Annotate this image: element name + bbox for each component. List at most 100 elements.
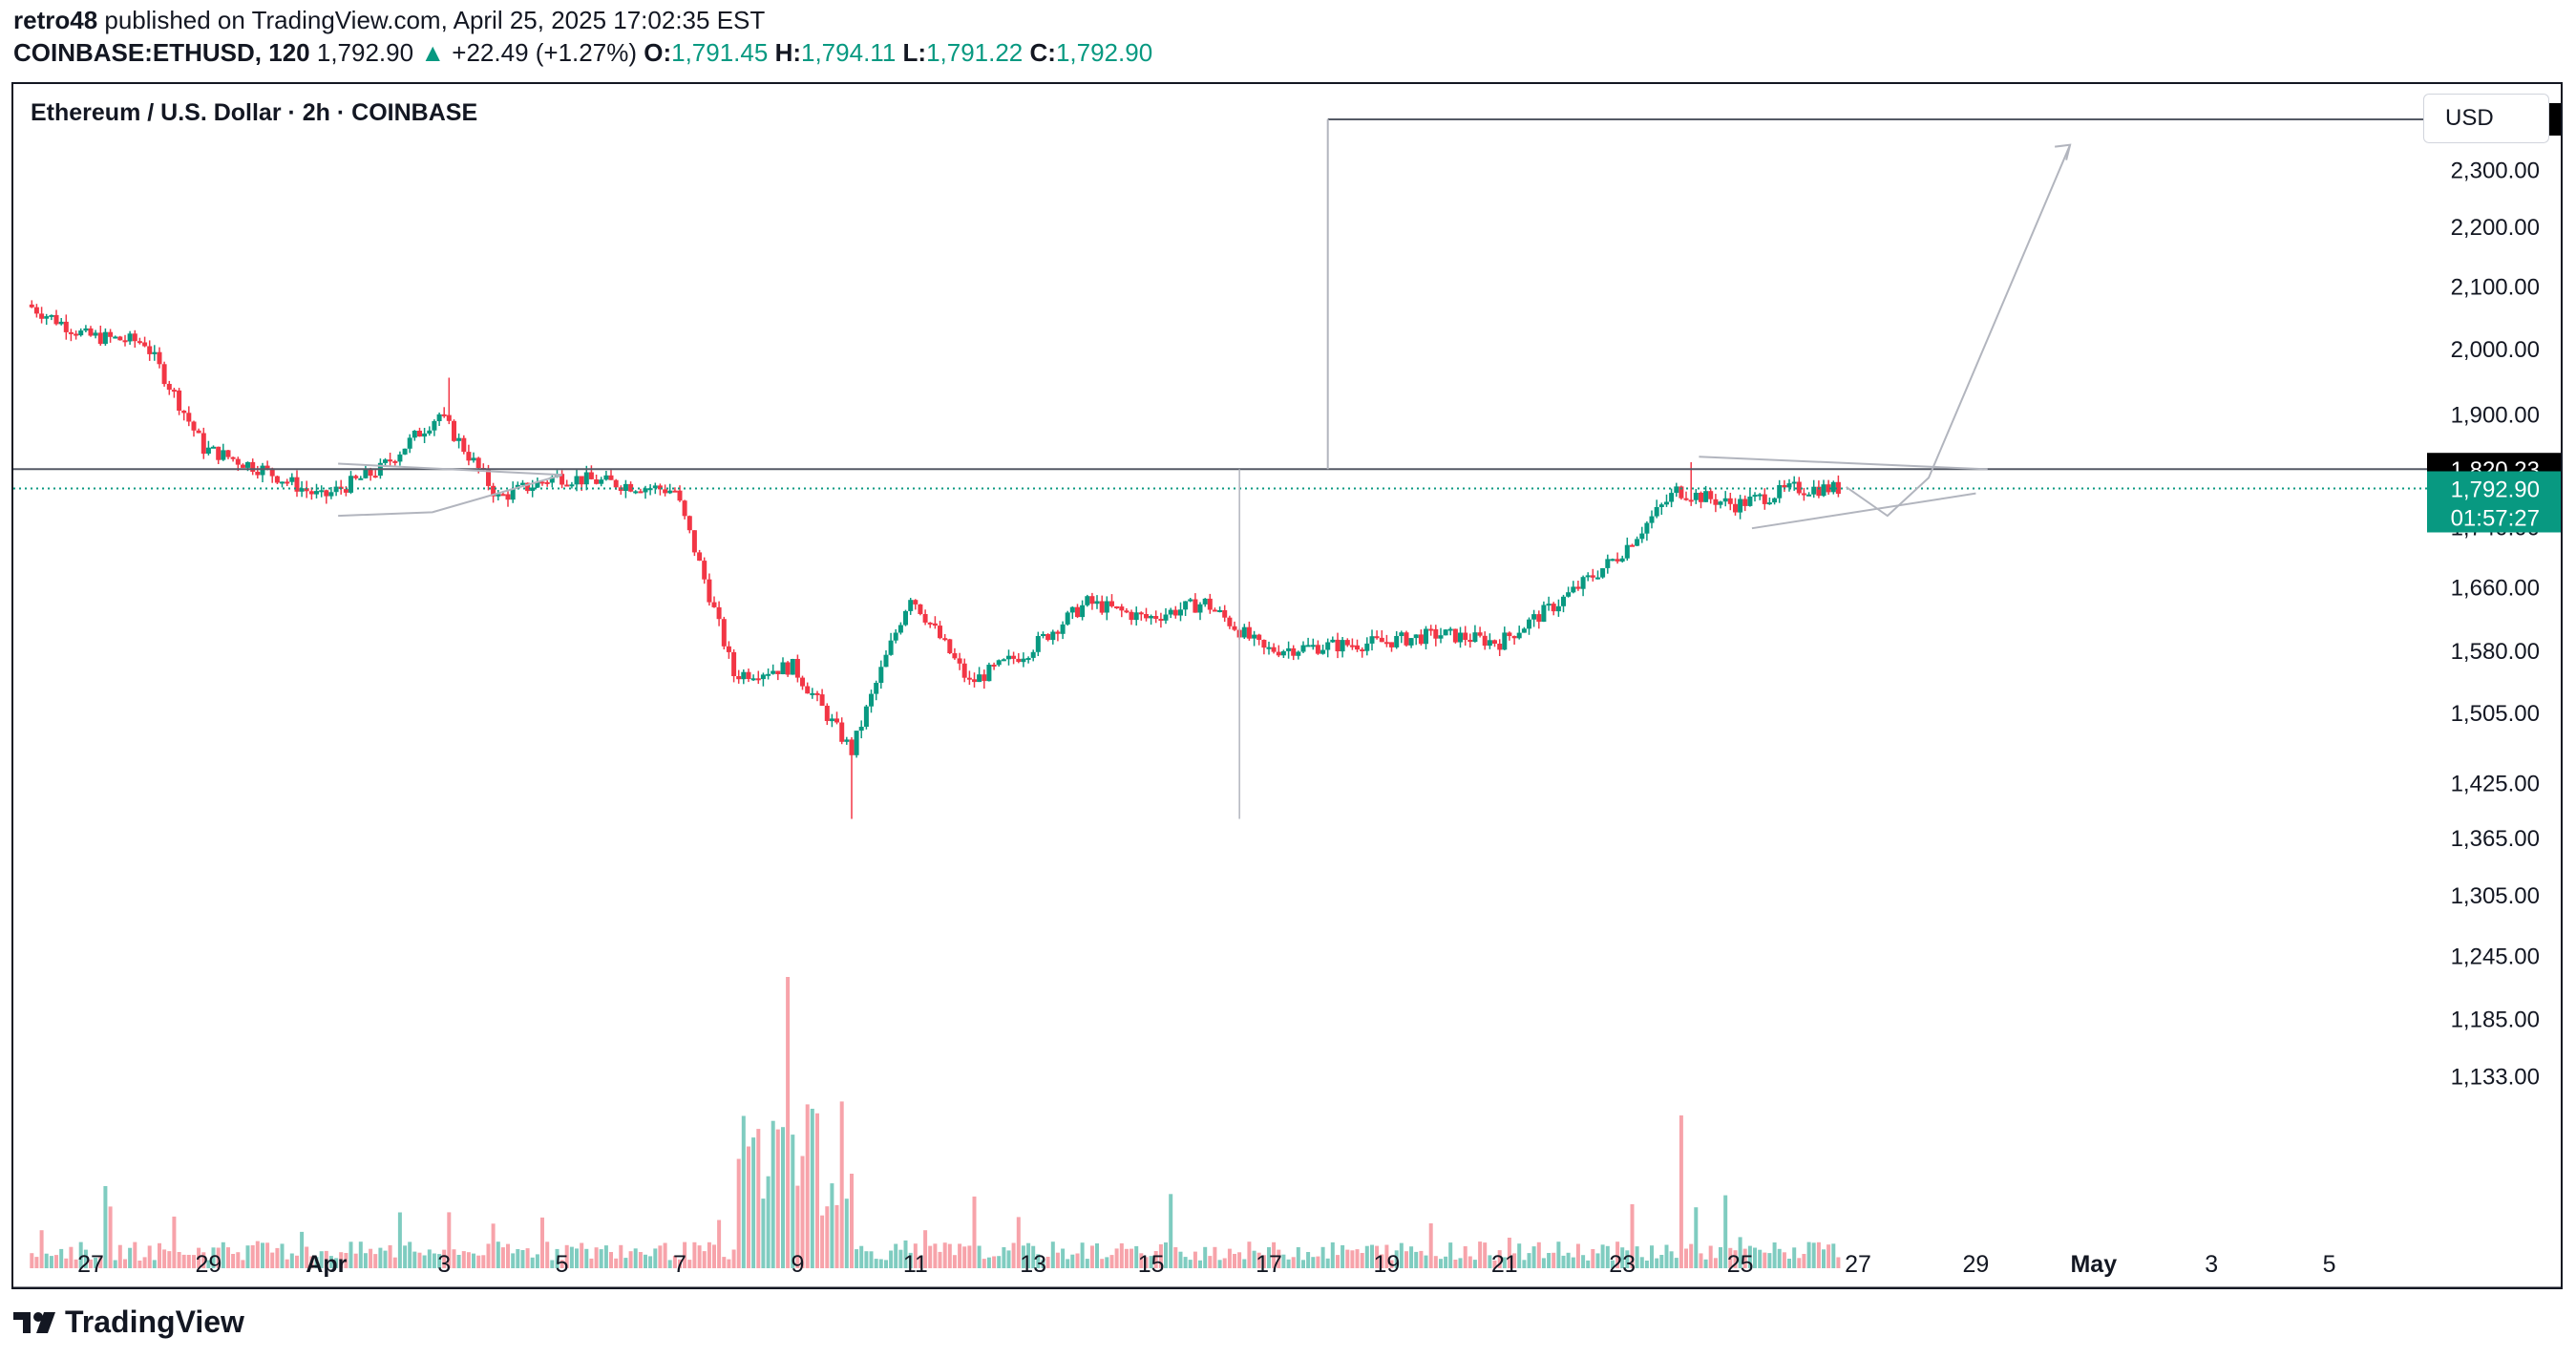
chart-panel[interactable]: 2,300.00 2,200.00 2,100.00 2,000.00 1,900.00…	[11, 82, 2563, 1289]
candle-body	[177, 390, 182, 411]
candle-body	[1826, 484, 1831, 493]
volume-bar	[397, 1212, 402, 1268]
candle-body	[452, 420, 456, 441]
candle-body	[1507, 632, 1512, 636]
candle-body	[1050, 631, 1056, 641]
volume-bar	[422, 1255, 427, 1268]
projection-arrow	[1846, 144, 2072, 518]
candle-body	[588, 472, 594, 479]
time-tick-label: 3	[2205, 1251, 2218, 1278]
volume-bar	[933, 1243, 938, 1268]
candle-body	[633, 491, 639, 494]
candle-body	[535, 481, 540, 488]
volume-bar	[1267, 1247, 1271, 1268]
volume-bar	[692, 1241, 697, 1268]
chart-canvas[interactable]: 2,300.00 2,200.00 2,100.00 2,000.00 1,900.00…	[13, 84, 2561, 1287]
volume-bar	[1075, 1253, 1080, 1268]
volume-bar	[751, 1137, 756, 1268]
volume-bar	[1286, 1259, 1291, 1268]
candle-body	[1207, 598, 1213, 610]
candle-body	[721, 619, 727, 647]
candle-body	[304, 488, 309, 492]
volume-bar	[1198, 1260, 1202, 1268]
candle-body	[991, 665, 997, 667]
volume-bar	[786, 977, 791, 1268]
candle-body	[539, 481, 545, 484]
volume-bar	[172, 1216, 177, 1268]
volume-bar	[358, 1241, 363, 1268]
volume-bar	[113, 1260, 117, 1268]
volume-bar	[1684, 1248, 1688, 1268]
volume-bar	[1281, 1254, 1286, 1268]
candle-body	[280, 481, 285, 484]
candle-body	[74, 333, 79, 336]
volume-bar	[825, 1206, 830, 1268]
candle-body	[358, 477, 364, 480]
volume-bar	[265, 1242, 270, 1268]
candle-body	[564, 484, 570, 487]
candle-body	[854, 731, 859, 755]
volume-bar	[348, 1241, 353, 1268]
volume-bar	[1747, 1245, 1752, 1268]
volume-bar	[270, 1252, 275, 1268]
currency-button[interactable]: USD	[2423, 94, 2549, 143]
volume-bar	[363, 1253, 368, 1268]
candle-body	[510, 488, 516, 500]
candle-body	[1217, 610, 1223, 612]
volume-bar	[383, 1250, 388, 1268]
volume-bar	[192, 1255, 196, 1268]
volume-bar	[1026, 1242, 1031, 1268]
volume-bar	[197, 1247, 201, 1268]
candle-body	[932, 623, 938, 626]
candle-body	[1394, 636, 1400, 647]
candle-body	[1222, 610, 1228, 618]
tradingview-logo-icon	[13, 1311, 55, 1333]
candle-body	[1256, 634, 1262, 640]
candle-body	[1521, 628, 1527, 633]
candle-body	[903, 610, 908, 626]
candle-body	[1679, 486, 1684, 499]
time-tick-label: 17	[1256, 1251, 1282, 1278]
volume-bar	[241, 1260, 245, 1268]
volume-bar	[1655, 1258, 1659, 1268]
candle-body	[888, 640, 894, 655]
volume-bar	[305, 1246, 309, 1268]
volume-bar	[447, 1212, 452, 1268]
candle-body	[392, 460, 398, 463]
volume-bar	[1419, 1250, 1424, 1268]
candle-body	[1688, 499, 1694, 502]
candle-body	[908, 600, 914, 611]
candle-body	[1232, 626, 1237, 630]
time-tick-label: 15	[1138, 1251, 1165, 1278]
volume-bar	[201, 1252, 206, 1268]
volume-bar	[947, 1243, 952, 1268]
volume-bar	[1453, 1260, 1458, 1268]
author-name[interactable]: retro48	[13, 6, 98, 34]
candle-body	[790, 659, 795, 675]
volume-bar	[1341, 1244, 1345, 1268]
tradingview-logo[interactable]: TradingView	[11, 1305, 244, 1340]
candle-body	[628, 483, 634, 492]
price-tick-label: 2,000.00	[2451, 337, 2540, 363]
candle-body	[33, 307, 39, 314]
volume-bar	[1787, 1259, 1791, 1268]
candle-body	[161, 364, 167, 385]
candle-body	[1320, 649, 1326, 654]
volume-bar	[378, 1247, 383, 1268]
candle-body	[1183, 601, 1189, 610]
candle-body	[436, 414, 442, 421]
volume-bar	[1414, 1251, 1419, 1268]
time-tick-label: 9	[791, 1251, 804, 1278]
volume-bar	[231, 1254, 236, 1268]
candle-body	[1458, 632, 1463, 643]
candle-body	[1069, 606, 1075, 613]
volume-bar	[938, 1251, 942, 1268]
volume-bar	[1404, 1251, 1408, 1268]
candle-body	[1428, 628, 1434, 631]
candle-body	[221, 450, 226, 460]
volume-bar	[69, 1246, 74, 1268]
candle-body	[432, 420, 437, 431]
volume-bar	[1822, 1249, 1826, 1268]
volume-bar	[186, 1255, 191, 1268]
candle-body	[471, 457, 476, 461]
